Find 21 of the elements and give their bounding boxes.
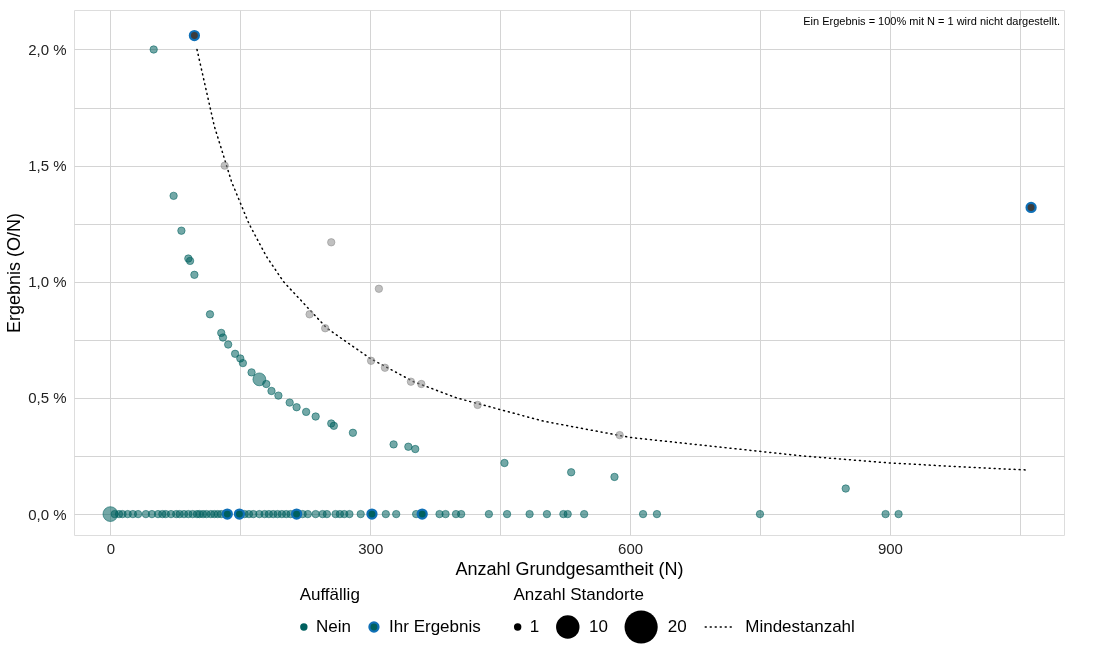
text: Anzahl Standorte xyxy=(513,585,644,604)
legend-label: 1 xyxy=(529,617,540,636)
legend-label: Ihr Ergebnis xyxy=(389,617,481,636)
y-tick-label: 0,0 % xyxy=(28,505,67,523)
annotation: Ein Ergebnis = 100% mit N = 1 wird nicht dargestellt. xyxy=(803,15,1060,27)
legend-label: Mindestanzahl xyxy=(745,617,855,636)
x-tick-label: 0 xyxy=(106,539,116,557)
x-tick-label: 300 xyxy=(358,539,384,557)
legend-label: 10 xyxy=(589,617,608,636)
y-tick-label: 0,5 % xyxy=(28,389,67,407)
text: Auffällig xyxy=(299,585,360,604)
y-axis-title: Ergebnis (O/N) xyxy=(4,212,25,334)
y-tick-label: 1,0 % xyxy=(28,273,67,291)
x-tick-label: 600 xyxy=(618,539,644,557)
line-series xyxy=(196,48,1028,471)
y-tick-label: 1,5 % xyxy=(28,157,67,175)
x-axis-title: Anzahl Grundgesamtheit (N) xyxy=(455,558,684,579)
y-tick-label: 2,0 % xyxy=(28,40,67,58)
legend-label: 20 xyxy=(667,617,687,636)
legend-label: Nein xyxy=(316,617,351,636)
x-tick-label: 900 xyxy=(877,539,903,557)
